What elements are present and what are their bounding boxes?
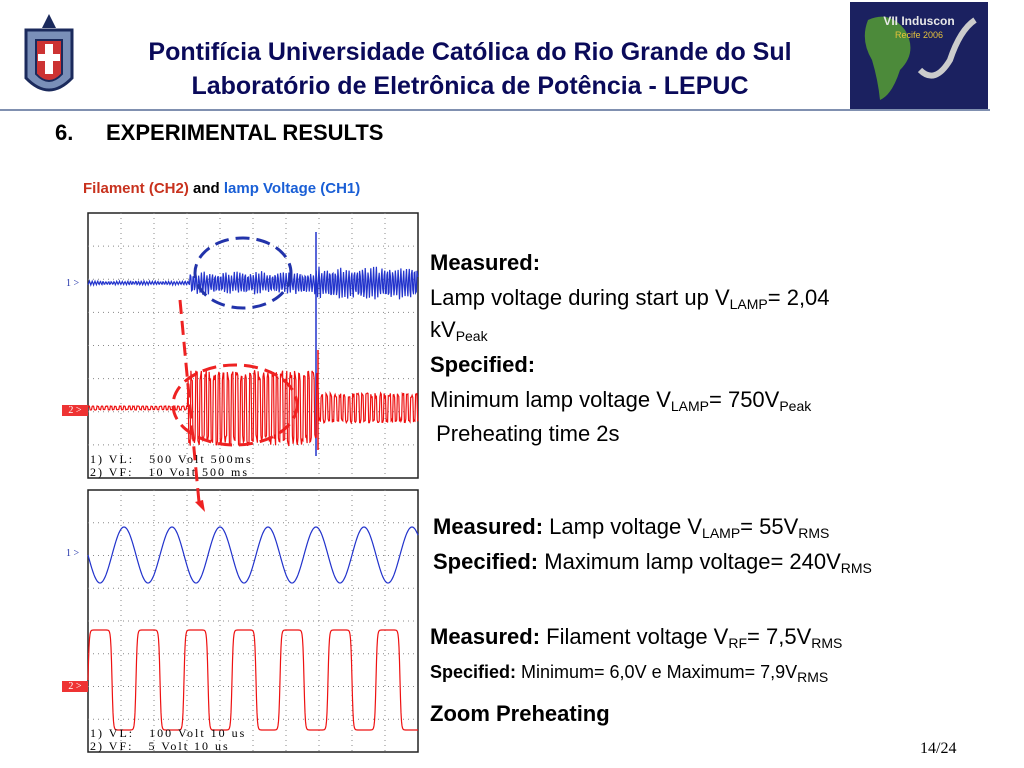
text: Maximum lamp voltage= 240V xyxy=(538,549,841,574)
text: = 750V xyxy=(709,387,780,412)
measured-heading: Measured: xyxy=(430,250,541,275)
subscript: RMS xyxy=(798,525,830,541)
conference-name: VII Induscon xyxy=(883,14,955,28)
heading: Specified: xyxy=(430,662,517,682)
waveform xyxy=(87,526,419,584)
subscript: RMS xyxy=(811,635,843,651)
zoom-arrow-head xyxy=(195,500,205,512)
caption-and: and xyxy=(193,180,220,197)
ch2-marker: 2 > xyxy=(62,681,88,692)
text: Minimum lamp voltage V xyxy=(430,387,671,412)
subscript: LAMP xyxy=(702,525,741,541)
page-number: 14/24 xyxy=(920,740,957,757)
conference-place: Recife 2006 xyxy=(894,30,944,40)
text: Filament voltage V xyxy=(540,624,729,649)
subscript: RMS xyxy=(797,669,829,685)
text: kV xyxy=(430,317,456,342)
ch2-marker: 2 > xyxy=(62,405,88,416)
text: Lamp voltage during start up V xyxy=(430,285,730,310)
measured-text: Measured: Filament voltage VRF= 7,5VRMS xyxy=(430,624,842,650)
text: = 7,5V xyxy=(747,624,812,649)
zoom-label: Zoom Preheating xyxy=(430,701,610,726)
caption-ch2: Filament (CH2) xyxy=(83,180,189,197)
text: Lamp voltage V xyxy=(543,514,703,539)
text: = 2,04 xyxy=(767,285,830,310)
subscript: RMS xyxy=(840,560,872,576)
ch1-marker: 1 > xyxy=(66,278,80,289)
oscilloscope-top xyxy=(87,212,419,479)
section-title: EXPERIMENTAL RESULTS xyxy=(106,120,384,145)
specified-text: Preheating time 2s xyxy=(430,421,620,446)
subscript: RF xyxy=(728,635,748,651)
highlight-ellipse xyxy=(171,363,299,447)
oscilloscope-bottom xyxy=(87,489,419,753)
caption-ch1: lamp Voltage (CH1) xyxy=(223,180,361,197)
subscript: Peak xyxy=(455,328,488,344)
waveform xyxy=(87,370,419,447)
subscript: LAMP xyxy=(670,398,709,414)
heading: Measured: xyxy=(433,514,544,539)
specified-text: Minimum lamp voltage VLAMP= 750VPeak xyxy=(430,387,811,413)
ch1-marker: 1 > xyxy=(66,548,80,559)
scope-readout: 2) VF: 10 Volt 500 ms xyxy=(90,465,250,479)
zoom-arrow xyxy=(178,299,201,503)
scope-readout: 1) VL: 100 Volt 10 us xyxy=(90,726,247,740)
caption: Filament (CH2) and lamp Voltage (CH1) xyxy=(83,180,360,197)
waveform xyxy=(87,629,418,731)
section-number: 6. xyxy=(55,120,74,145)
university-logo xyxy=(24,14,74,92)
header-subtitle: Laboratório de Eletrônica de Potência - … xyxy=(191,72,749,100)
specified-heading: Specified: xyxy=(430,352,536,377)
subscript: Peak xyxy=(779,398,812,414)
heading: Specified: xyxy=(433,549,539,574)
text: Minimum= 6,0V e Maximum= 7,9V xyxy=(516,662,798,682)
measured-text: Measured: Lamp voltage VLAMP= 55VRMS xyxy=(433,514,829,540)
text: = 55V xyxy=(740,514,799,539)
scope-readout: 1) VL: 500 Volt 500ms xyxy=(90,452,253,466)
specified-text: Specified: Minimum= 6,0V e Maximum= 7,9V… xyxy=(430,662,829,685)
header-title: Pontifícia Universidade Católica do Rio … xyxy=(148,38,792,66)
highlight-ellipse xyxy=(193,236,293,310)
measured-text: Lamp voltage during start up VLAMP= 2,04 xyxy=(430,285,830,311)
heading: Measured: xyxy=(430,624,541,649)
conference-logo xyxy=(850,2,988,109)
subscript: LAMP xyxy=(729,296,768,312)
waveform xyxy=(87,266,419,300)
scope-readout: 2) VF: 5 Volt 10 us xyxy=(90,739,230,753)
specified-text: Specified: Maximum lamp voltage= 240VRMS xyxy=(433,549,872,575)
measured-text: kVPeak xyxy=(430,317,488,343)
